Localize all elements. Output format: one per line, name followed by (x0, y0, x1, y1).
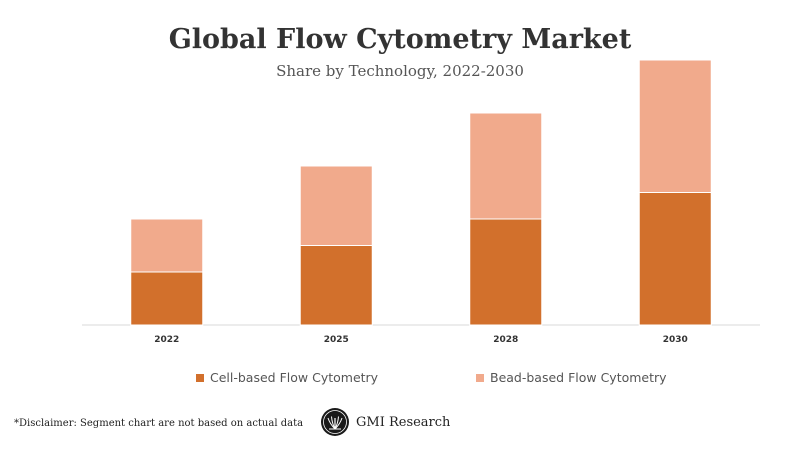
bar-bead-based-2028 (469, 112, 543, 220)
brand-block: GMI Research (320, 407, 450, 437)
brand-name: GMI Research (356, 414, 451, 430)
bar-cell-based-2025 (299, 245, 373, 326)
bar-cell-based-2022 (130, 271, 204, 326)
bar-bead-based-2022 (130, 218, 204, 273)
x-tick-label-2028: 2028 (493, 335, 518, 345)
chart-legend: Cell-based Flow Cytometry Bead-based Flo… (0, 370, 800, 390)
legend-item-bead-based: Bead-based Flow Cytometry (476, 370, 667, 385)
chart-title: Global Flow Cytometry Market (168, 24, 632, 55)
legend-label-bead-based: Bead-based Flow Cytometry (490, 370, 667, 385)
x-tick-label-2030: 2030 (663, 335, 688, 345)
chart-subtitle: Share by Technology, 2022-2030 (276, 62, 524, 80)
legend-swatch-bead-based (476, 373, 484, 382)
legend-label-cell-based: Cell-based Flow Cytometry (210, 370, 379, 385)
bar-cell-based-2028 (469, 218, 543, 326)
legend-item-cell-based: Cell-based Flow Cytometry (196, 370, 378, 385)
x-tick-label-2025: 2025 (324, 335, 349, 345)
bars-layer (130, 59, 712, 326)
legend-swatch-cell-based (196, 373, 204, 382)
gmi-research-logo-icon (321, 408, 349, 436)
x-tick-labels: 2022 2025 2028 2030 (154, 335, 688, 345)
bar-cell-based-2030 (638, 192, 712, 326)
bar-bead-based-2030 (638, 59, 712, 193)
disclaimer-text: *Disclaimer: Segment chart are not based… (14, 418, 304, 429)
bar-bead-based-2025 (299, 165, 373, 246)
x-tick-label-2022: 2022 (154, 335, 179, 345)
